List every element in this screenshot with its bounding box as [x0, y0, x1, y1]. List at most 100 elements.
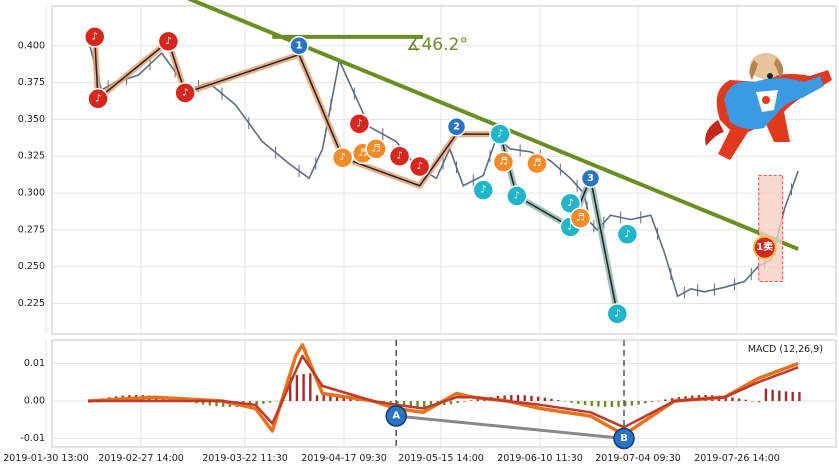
note-marker-down-glyph: ♪ — [182, 87, 188, 98]
wave-number-label: 3 — [587, 173, 594, 184]
note-marker-down-glyph: ♪ — [567, 221, 573, 232]
x-tick-label: 2019-01-30 13:00 — [3, 453, 89, 464]
note-marker-small-disc — [569, 207, 592, 229]
price-y-tick-label: 0.275 — [18, 224, 45, 235]
macd-histogram-bar — [557, 400, 560, 401]
macd-histogram-bar — [590, 401, 593, 406]
wave-number-label: 1 — [296, 40, 303, 51]
x-tick-label: 2019-03-22 11:30 — [202, 453, 288, 464]
note-marker-down-disc — [174, 82, 196, 104]
macd-histogram-bar — [396, 401, 399, 406]
wave-number-marker: 2 — [446, 117, 467, 137]
price-y-tick-label: 0.250 — [18, 261, 45, 272]
macd-histogram-bar — [335, 395, 339, 401]
axis-layer: 2019-01-30 13:00 2019-02-27 14:00 2019-03-… — [3, 40, 780, 464]
note-marker-up-disc — [408, 155, 431, 178]
note-marker-small: ♬ — [569, 207, 592, 229]
note-marker-small: ♬ — [365, 138, 387, 160]
note-marker-down-disc — [331, 146, 354, 169]
note-marker-down: ♪ — [331, 146, 354, 169]
price-panel — [51, 5, 837, 335]
divergence-point-label: B — [620, 433, 628, 444]
macd-histogram-bar — [255, 401, 258, 405]
macd-histogram-bar — [637, 401, 640, 405]
note-marker-up-disc — [348, 113, 371, 135]
macd-histogram-bar — [664, 399, 667, 401]
wave-number-marker: 3 — [580, 168, 601, 189]
note-marker-down: ♪ — [606, 303, 629, 325]
sell-marker-disc — [752, 235, 777, 260]
note-marker-down-disc — [87, 88, 109, 110]
macd-histogram-bar — [389, 401, 392, 405]
macd-histogram-bar — [791, 391, 794, 401]
note-marker-down-glyph: ♪ — [480, 185, 486, 196]
note-marker-down: ♪ — [472, 179, 495, 201]
trend-angle-label: ∡46.2° — [406, 35, 468, 55]
macd-layer: MACD (12,26,9) A B — [87, 340, 823, 450]
note-marker-down: ♪ — [616, 223, 639, 246]
macd-histogram-bar — [342, 396, 345, 401]
macd-histogram-bar — [302, 374, 305, 401]
macd-histogram-bar — [416, 401, 419, 407]
wave-number-label: 2 — [453, 121, 460, 132]
divergence-point-a: A — [385, 405, 407, 427]
macd-histogram-bar — [409, 401, 412, 407]
macd-title: MACD (12,26,9) — [748, 344, 823, 355]
macd-histogram-bar — [644, 401, 647, 404]
note-marker-down: ♪ — [559, 192, 582, 215]
price-y-tick-label: 0.225 — [18, 298, 45, 309]
price-y-tick-label: 0.300 — [18, 188, 45, 199]
divergence-point-disc — [613, 427, 635, 450]
note-marker-down-glyph: ♪ — [614, 308, 620, 319]
x-tick-label: 2019-04-17 09:30 — [301, 453, 387, 464]
note-marker-small: ♬ — [492, 151, 515, 173]
macd-histogram-bar — [737, 398, 741, 401]
note-marker-down: ♪ — [174, 82, 196, 104]
macd-histogram-bar — [295, 375, 299, 401]
wave-number-marker: 1 — [289, 36, 309, 56]
macd-histogram-bar — [510, 395, 513, 401]
macd-histogram-bar — [268, 401, 272, 403]
divergence-point-disc — [385, 405, 407, 427]
divergence-line — [396, 414, 625, 440]
macd-histogram-bar — [469, 400, 473, 401]
macd-histogram-bar — [744, 399, 747, 401]
macd-histogram-bar — [570, 401, 573, 403]
macd-histogram-bar — [610, 401, 613, 407]
macd-histogram-bar — [289, 376, 292, 401]
note-marker-up-glyph: ♪ — [92, 31, 98, 42]
price-y-tick-label: 0.375 — [18, 77, 45, 88]
macd-histogram-bar — [456, 401, 459, 404]
macd-histogram-bar — [463, 401, 466, 402]
wave-number-disc — [446, 117, 467, 137]
x-tick-label: 2019-06-10 11:30 — [497, 453, 583, 464]
note-marker-small-glyph: ♬ — [358, 148, 367, 159]
macd-y-tick-label: 0.00 — [24, 396, 45, 407]
note-marker-up-glyph: ♪ — [165, 36, 171, 47]
macd-histogram-bar — [315, 395, 319, 401]
note-marker-up-disc — [83, 26, 106, 48]
sell-marker-label: 1卖 — [756, 240, 773, 253]
note-marker-small-glyph: ♬ — [499, 157, 508, 168]
note-marker-small-glyph: ♬ — [532, 158, 541, 169]
macd-histogram-bar — [751, 401, 754, 402]
macd-histogram-bar — [503, 395, 506, 401]
note-marker-down-disc — [472, 179, 495, 201]
macd-histogram-bar — [309, 373, 312, 401]
macd-histogram-bar — [208, 401, 211, 406]
note-marker-down: ♪ — [87, 88, 109, 110]
macd-histogram-bar — [530, 395, 533, 401]
sell-zone — [758, 174, 784, 282]
macd-histogram-bar — [597, 401, 600, 407]
macd-histogram-bar — [617, 401, 620, 407]
x-tick-label: 2019-07-26 14:00 — [694, 453, 780, 464]
macd-histogram-bar — [516, 395, 520, 401]
macd-histogram-bar — [784, 391, 788, 401]
note-marker-up: ♪ — [408, 155, 431, 178]
macd-y-tick-label: 0.01 — [24, 358, 45, 369]
macd-histogram-bar — [624, 401, 627, 407]
macd-histogram-bar — [275, 401, 278, 402]
macd-histogram-bar — [798, 391, 801, 401]
note-marker-down: ♪ — [506, 185, 528, 207]
